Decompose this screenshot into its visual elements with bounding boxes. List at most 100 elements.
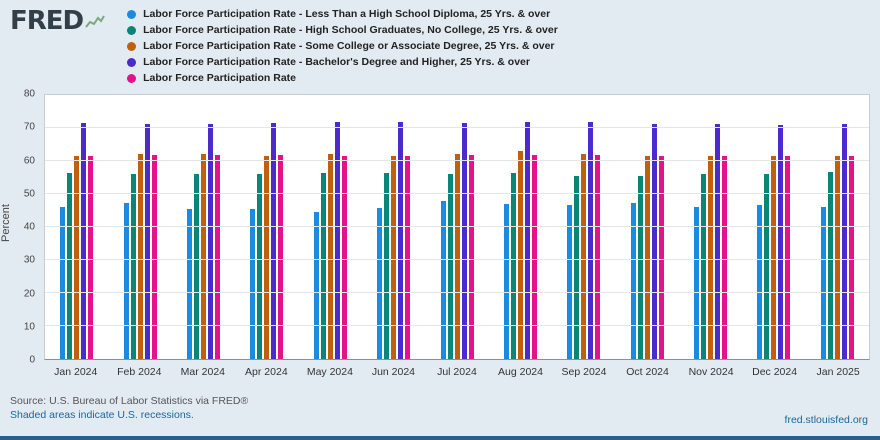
bar [334, 122, 340, 359]
bar-group [679, 95, 742, 359]
bar [440, 200, 446, 359]
bar [531, 155, 537, 359]
bar [398, 122, 404, 359]
bar [81, 123, 87, 359]
fred-logo-text: FRED [10, 6, 84, 36]
x-axis-labels: Jan 2024 Feb 2024 Mar 2024 Apr 2024 May 2024… [44, 366, 870, 384]
y-tick-label: 70 [23, 121, 35, 133]
bar [595, 155, 601, 359]
bar [313, 211, 319, 359]
legend-label: Labor Force Participation Rate - Some Co… [143, 40, 555, 52]
fred-logo[interactable]: FRED [10, 6, 105, 36]
bar [454, 154, 460, 359]
x-tick-label: Mar 2024 [180, 366, 225, 378]
x-tick-label: Jan 2024 [54, 366, 98, 378]
bar [588, 122, 594, 359]
gridline [45, 127, 869, 128]
bar [827, 172, 833, 359]
bar-group [235, 95, 298, 359]
bar [820, 206, 826, 359]
bar [848, 155, 854, 359]
bar [510, 172, 516, 359]
bar [778, 125, 784, 359]
bar-group [489, 95, 552, 359]
bar [193, 173, 199, 359]
bar [384, 172, 390, 359]
bar [701, 173, 707, 359]
chart-footer: Source: U.S. Bureau of Labor Statistics … [0, 390, 880, 432]
y-tick-label: 60 [23, 155, 35, 166]
bar [74, 155, 80, 359]
legend-label: Labor Force Participation Rate - Bachelo… [143, 56, 530, 68]
bar [264, 155, 270, 359]
bar [257, 174, 263, 359]
x-tick-label: Jul 2024 [437, 366, 477, 378]
bar [271, 122, 277, 359]
legend: Labor Force Participation Rate - Less Th… [127, 7, 558, 85]
bar [186, 208, 192, 359]
chart-header: FRED Labor Force Participation Rate - Le… [0, 0, 880, 88]
bar [278, 155, 284, 359]
recessions-note-link[interactable]: Shaded areas indicate U.S. recessions. [10, 409, 194, 421]
bar [757, 205, 763, 359]
bar-group [108, 95, 171, 359]
bar [581, 154, 587, 359]
y-axis-ticks: 0 10 20 30 40 50 60 70 80 [0, 89, 40, 366]
bar [841, 124, 847, 359]
bar [144, 124, 150, 359]
bar [722, 155, 728, 359]
x-tick-label: Jan 2025 [816, 366, 860, 378]
y-tick-label: 40 [23, 221, 35, 233]
y-tick-label: 10 [23, 321, 35, 333]
bar-group [552, 95, 615, 359]
bar [341, 155, 347, 359]
bar [658, 155, 664, 359]
legend-label: Labor Force Participation Rate [143, 72, 296, 84]
bar-group [425, 95, 488, 359]
y-tick-label: 30 [23, 254, 35, 266]
x-tick-label: Aug 2024 [498, 366, 543, 378]
x-tick-label: Oct 2024 [626, 366, 669, 378]
bar [517, 151, 523, 359]
bar [447, 174, 453, 359]
bar [574, 175, 580, 359]
legend-label: Labor Force Participation Rate - Less Th… [143, 8, 551, 20]
bar-group [616, 95, 679, 359]
bar [651, 124, 657, 359]
legend-item: Labor Force Participation Rate [127, 71, 558, 85]
bar [214, 155, 220, 359]
bar [137, 153, 143, 359]
x-tick-label: Dec 2024 [752, 366, 798, 378]
fred-logo-sparkline-icon [85, 15, 105, 34]
bar-group [45, 95, 108, 359]
bar [88, 155, 94, 359]
bar [377, 208, 383, 359]
bar [151, 155, 157, 359]
x-tick-label: May 2024 [306, 366, 353, 378]
fred-site-link[interactable]: fred.stlouisfed.org [784, 414, 868, 426]
bar [405, 155, 411, 359]
bar [60, 206, 66, 359]
bar [694, 206, 700, 359]
bar [834, 155, 840, 359]
bar-group [299, 95, 362, 359]
bar [630, 203, 636, 359]
bar [67, 173, 73, 359]
bar [764, 173, 770, 359]
y-tick-label: 50 [23, 188, 35, 200]
bar [327, 154, 333, 359]
plot-area [44, 94, 870, 360]
bar [524, 122, 530, 359]
bar-groups [45, 95, 869, 359]
legend-dot-icon [127, 57, 137, 67]
bar-group [172, 95, 235, 359]
bar [461, 122, 467, 359]
bar [130, 173, 136, 359]
gridline [45, 226, 869, 227]
source-text: Source: U.S. Bureau of Labor Statistics … [10, 395, 249, 407]
x-tick-label: Nov 2024 [688, 366, 734, 378]
bar [250, 208, 256, 359]
gridline [45, 193, 869, 194]
bar [785, 155, 791, 359]
legend-dot-icon [127, 25, 137, 35]
